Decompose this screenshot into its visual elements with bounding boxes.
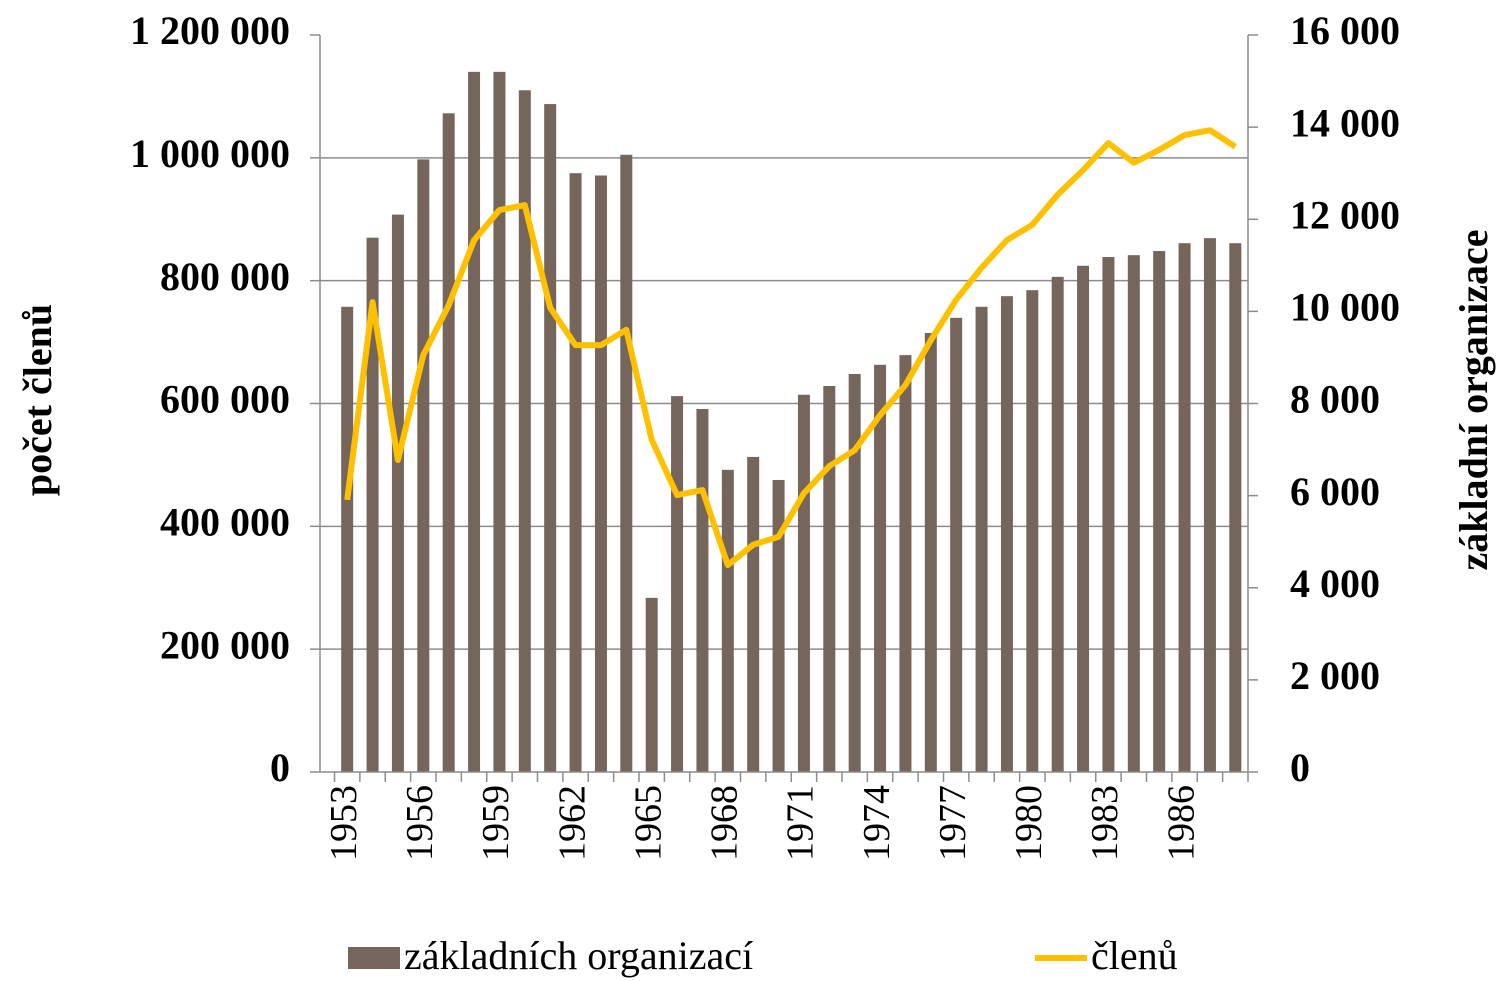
- legend-label: základních organizací: [404, 933, 753, 978]
- bar: [442, 113, 455, 772]
- bar: [1203, 238, 1216, 772]
- bar: [569, 173, 582, 772]
- y2-tick-label: 12 000: [1290, 192, 1400, 237]
- x-tick-label: 1977: [932, 785, 974, 861]
- bar: [975, 306, 988, 772]
- bar: [341, 306, 354, 772]
- bar: [747, 456, 760, 772]
- y-axis-title: počet členů: [15, 304, 60, 496]
- bar: [468, 71, 481, 773]
- bar: [1229, 243, 1242, 772]
- bar: [797, 394, 810, 772]
- y2-tick-label: 0: [1290, 745, 1310, 790]
- y2-tick-label: 16 000: [1290, 8, 1400, 53]
- bar: [1077, 265, 1090, 772]
- bar: [721, 469, 734, 772]
- x-tick-label: 1968: [704, 785, 746, 861]
- legend-swatch: [348, 947, 400, 969]
- x-tick-label: 1980: [1008, 785, 1050, 861]
- bar: [594, 175, 607, 773]
- y-tick-label: 800 000: [160, 254, 290, 299]
- y-tick-label: 600 000: [160, 377, 290, 422]
- y-tick-label: 0: [270, 745, 290, 790]
- line: [344, 127, 1237, 569]
- bar: [1000, 296, 1013, 772]
- x-tick-label: 1965: [627, 785, 669, 861]
- x-tick-label: 1962: [551, 785, 593, 861]
- bar: [1102, 257, 1115, 772]
- y2-tick-label: 14 000: [1290, 100, 1400, 145]
- bar: [696, 409, 709, 772]
- y-tick-label: 400 000: [160, 500, 290, 545]
- y2-tick-label: 2 000: [1290, 653, 1380, 698]
- x-tick-label: 1971: [780, 785, 822, 861]
- x-tick-label: 1986: [1160, 785, 1202, 861]
- bar: [620, 154, 633, 772]
- bar: [493, 71, 506, 773]
- y2-tick-label: 4 000: [1290, 561, 1380, 606]
- bar: [391, 214, 404, 773]
- bar: [899, 355, 912, 772]
- bar: [1127, 255, 1140, 772]
- x-tick-label: 1974: [856, 785, 898, 861]
- y-tick-label: 200 000: [160, 622, 290, 667]
- bar: [518, 90, 531, 772]
- bar: [848, 374, 861, 772]
- bar: [950, 317, 963, 772]
- bar: [772, 479, 785, 772]
- bar: [366, 237, 379, 773]
- y2-tick-label: 6 000: [1290, 469, 1380, 514]
- bar: [874, 364, 887, 772]
- x-tick-label: 1953: [323, 785, 365, 861]
- bar: [924, 333, 937, 772]
- bar: [671, 396, 684, 772]
- bar: [1026, 290, 1039, 772]
- bar: [1178, 243, 1191, 772]
- x-tick-label: 1956: [399, 785, 441, 861]
- y2-tick-label: 8 000: [1290, 377, 1380, 422]
- bar: [1153, 251, 1166, 772]
- bar: [1051, 276, 1064, 772]
- bar: [417, 159, 430, 772]
- legend-label: členů: [1091, 933, 1178, 978]
- bar: [544, 104, 557, 772]
- y2-axis-title: základní organizace: [1451, 229, 1496, 570]
- y-tick-label: 1 200 000: [130, 8, 290, 53]
- x-tick-label: 1959: [475, 785, 517, 861]
- x-tick-label: 1983: [1084, 785, 1126, 861]
- y2-tick-label: 10 000: [1290, 285, 1400, 330]
- bar: [645, 597, 658, 772]
- bar: [823, 385, 836, 772]
- y-tick-label: 1 000 000: [130, 131, 290, 176]
